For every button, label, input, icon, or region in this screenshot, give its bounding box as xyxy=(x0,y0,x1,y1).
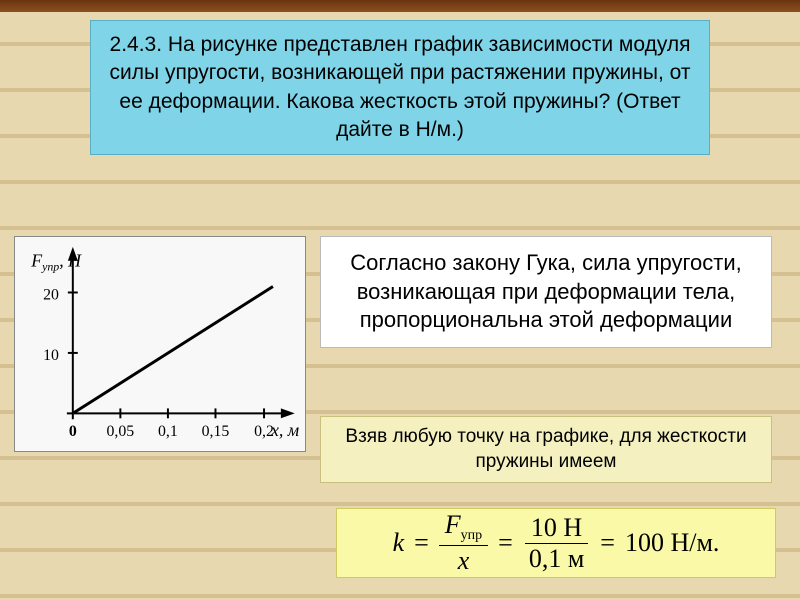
formula-frac-numeric: 10 Н 0,1 м xyxy=(523,515,590,572)
origin-label: 0 xyxy=(69,423,77,440)
frac-num-F: F xyxy=(445,510,461,539)
x-tick-label: 0,05 xyxy=(107,423,135,440)
formula-result: 100 Н/м. xyxy=(625,528,719,558)
frac2-num-val: 10 xyxy=(531,513,557,542)
frac2-den-val: 0,1 xyxy=(529,544,562,573)
question-box: 2.4.3. На рисунке представлен график зав… xyxy=(90,20,710,155)
result-val: 100 xyxy=(625,528,664,557)
force-deformation-chart: 10 20 0,05 0,1 0,15 0,2 0 Fупр, Н x, м xyxy=(15,237,305,451)
formula-frac-symbolic: Fупр x xyxy=(439,512,488,574)
frac-den-x: x xyxy=(452,546,476,574)
formula-lhs: k xyxy=(393,528,405,558)
y-tick-label: 20 xyxy=(43,286,59,303)
method-text: Взяв любую точку на графике, для жесткос… xyxy=(345,426,746,472)
x-axis-arrow xyxy=(281,408,295,418)
theory-text: Согласно закону Гука, сила упругости, во… xyxy=(350,250,742,332)
method-box: Взяв любую точку на графике, для жесткос… xyxy=(320,416,772,483)
slide: 2.4.3. На рисунке представлен график зав… xyxy=(0,0,800,600)
graph-box: 10 20 0,05 0,1 0,15 0,2 0 Fупр, Н x, м xyxy=(14,236,306,452)
frac2-num-unit: Н xyxy=(563,513,582,542)
x-tick-label: 0,1 xyxy=(158,423,178,440)
data-line xyxy=(73,287,273,414)
y-tick-label: 10 xyxy=(43,347,59,364)
question-text: 2.4.3. На рисунке представлен график зав… xyxy=(110,33,691,141)
formula: k = Fупр x = 10 Н 0,1 м = 100 Н/м. xyxy=(393,512,720,574)
top-bar xyxy=(0,0,800,12)
x-tick-label: 0,15 xyxy=(202,423,230,440)
y-axis-label: Fупр, Н xyxy=(30,251,82,274)
theory-box: Согласно закону Гука, сила упругости, во… xyxy=(320,236,772,348)
frac2-den-unit: м xyxy=(568,544,584,573)
formula-box: k = Fупр x = 10 Н 0,1 м = 100 Н/м. xyxy=(336,508,776,578)
frac-num-sub: упр xyxy=(461,528,483,543)
x-axis-label: x, м xyxy=(270,420,299,440)
result-unit: Н/м xyxy=(670,528,712,557)
